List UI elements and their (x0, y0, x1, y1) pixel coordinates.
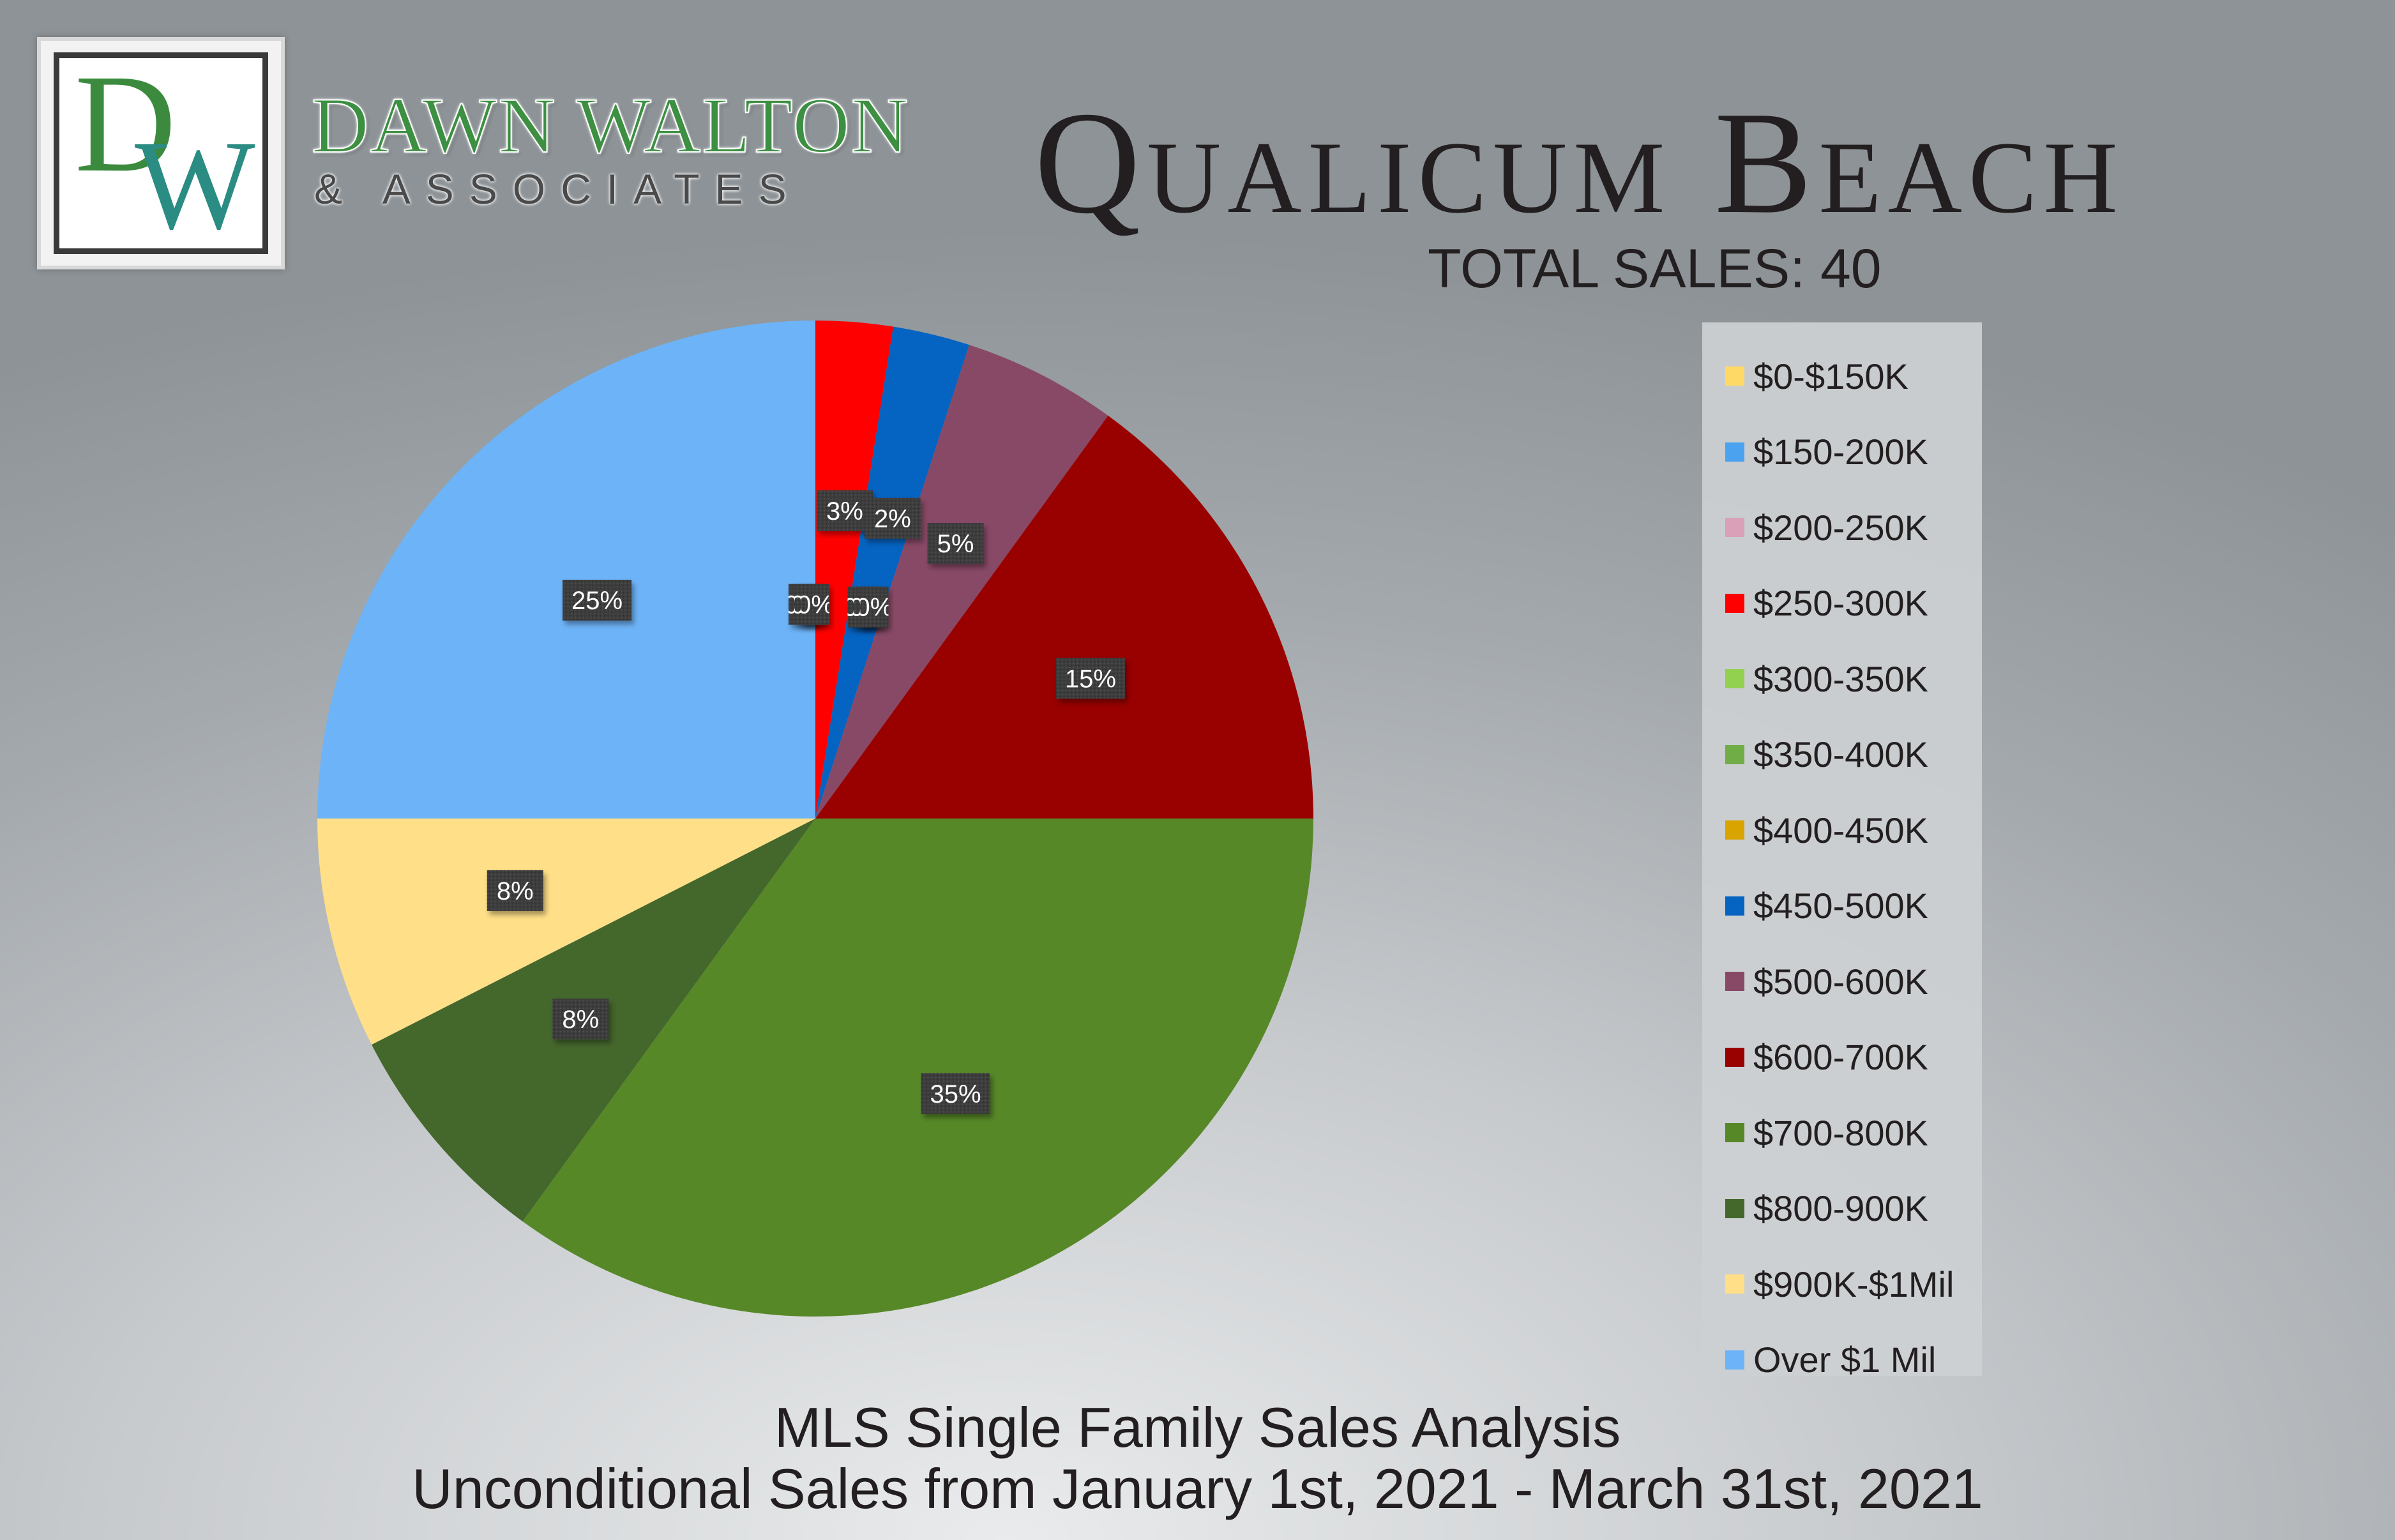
pie-data-label-text: 35% (930, 1080, 981, 1108)
legend-item-over-1-mil: Over $1 Mil (1702, 1322, 1982, 1398)
legend-label: $200-250K (1753, 507, 1929, 548)
legend-swatch (1725, 896, 1744, 916)
pie-data-labels: 0%0%0%3%0%0%0%2%5%15%35%8%8%25% (487, 490, 1125, 1114)
pie-slices (317, 321, 1313, 1317)
legend-swatch (1725, 518, 1744, 538)
pie-data-label-text: 15% (1065, 665, 1116, 693)
legend-label: Over $1 Mil (1753, 1340, 1937, 1380)
pie-data-label-450-500k: 2% (864, 497, 921, 539)
chart-date-range: Unconditional Sales from January 1st, 20… (412, 1457, 1983, 1520)
legend-label: $150-200K (1753, 432, 1929, 472)
legend-label: $500-600K (1753, 961, 1929, 1002)
pie-data-label-250-300k: 3% (816, 490, 873, 531)
legend-item-900k-1mil: $900K-$1Mil (1702, 1246, 1982, 1322)
pie-data-label-text: 25% (571, 587, 623, 615)
legend-swatch (1725, 669, 1744, 689)
legend-swatch (1725, 1047, 1744, 1067)
pie-data-label-text: 0% (856, 594, 893, 622)
legend-label: $450-500K (1753, 886, 1929, 926)
legend-swatch (1725, 442, 1744, 462)
legend-label: $800-900K (1753, 1188, 1929, 1229)
pie-slice-500-600k (815, 345, 1108, 819)
legend-label: $300-350K (1753, 658, 1929, 699)
legend-label: $350-400K (1753, 734, 1929, 775)
legend-label: $250-300K (1753, 583, 1929, 624)
pie-slice-700-800k (522, 819, 1313, 1317)
legend-item-0-150k: $0-$150K (1702, 338, 1982, 414)
logo-frame: D W (54, 52, 268, 254)
pie-slice-450-500k (815, 326, 970, 819)
legend-label: $400-450K (1753, 810, 1929, 850)
logo: D W (37, 37, 285, 269)
pie-data-label-500-600k: 5% (927, 523, 984, 564)
legend-swatch (1725, 744, 1744, 764)
pie-data-label-400-450k: 0% (856, 586, 893, 628)
legend-label: $600-700K (1753, 1037, 1929, 1078)
pie-data-label-text: 3% (826, 497, 863, 525)
pie-data-label-over-1-mil: 25% (563, 580, 632, 621)
pie-data-label-text: 8% (562, 1006, 599, 1034)
legend-item-250-300k: $250-300K (1702, 566, 1982, 642)
logo-monogram-w: W (135, 115, 255, 256)
legend-item-350-400k: $350-400K (1702, 717, 1982, 793)
legend-item-150-200k: $150-200K (1702, 414, 1982, 490)
legend-swatch (1725, 820, 1744, 840)
total-sales: TOTAL SALES: 40 (1428, 238, 1882, 299)
logo-monogram-d: D (75, 45, 176, 201)
legend-swatch (1725, 972, 1744, 992)
legend-label: $900K-$1Mil (1753, 1264, 1954, 1304)
page-title: Qualicum Beach (1034, 81, 2124, 244)
legend-swatch (1725, 1350, 1744, 1370)
brand-name: DAWN WALTON (311, 82, 910, 169)
legend-item-450-500k: $450-500K (1702, 868, 1982, 944)
pie-data-label-text: 8% (497, 877, 534, 905)
pie-data-label-text: 0% (797, 591, 834, 619)
legend-swatch (1725, 1274, 1744, 1294)
chart-legend: $0-$150K $150-200K $200-250K $250-300K $300-… (1702, 322, 1982, 1380)
pie-data-label-text: 5% (937, 530, 974, 558)
pie-slice-over-1-mil (317, 321, 815, 819)
pie-slice-600-700k (815, 415, 1313, 819)
legend-item-400-450k: $400-450K (1702, 792, 1982, 868)
pie-data-label-900k-1mil: 8% (487, 870, 543, 911)
legend-item-500-600k: $500-600K (1702, 944, 1982, 1020)
legend-item-700-800k: $700-800K (1702, 1095, 1982, 1171)
pie-data-label-700-800k: 35% (921, 1073, 990, 1114)
brand-subtitle: & ASSOCIATES (314, 165, 802, 213)
chart-subtitle: MLS Single Family Sales Analysis (774, 1396, 1621, 1459)
legend-swatch (1725, 593, 1744, 613)
legend-label: $0-$150K (1753, 356, 1908, 396)
pie-data-label-text: 2% (874, 505, 911, 533)
legend-item-800-900k: $800-900K (1702, 1171, 1982, 1247)
legend-label: $700-800K (1753, 1112, 1929, 1153)
legend-item-200-250k: $200-250K (1702, 490, 1982, 566)
legend-item-300-350k: $300-350K (1702, 641, 1982, 717)
pie-slice-250-300k (815, 321, 894, 819)
legend-swatch (1725, 1123, 1744, 1143)
pie-data-label-800-900k: 8% (552, 999, 609, 1040)
pie-slice-900k-1mil (317, 819, 815, 1045)
legend-item-600-700k: $600-700K (1702, 1020, 1982, 1096)
legend-swatch (1725, 1198, 1744, 1218)
pie-data-label-200-250k: 0% (797, 584, 834, 625)
pie-data-label-600-700k: 15% (1055, 658, 1125, 699)
legend-swatch (1725, 366, 1744, 386)
